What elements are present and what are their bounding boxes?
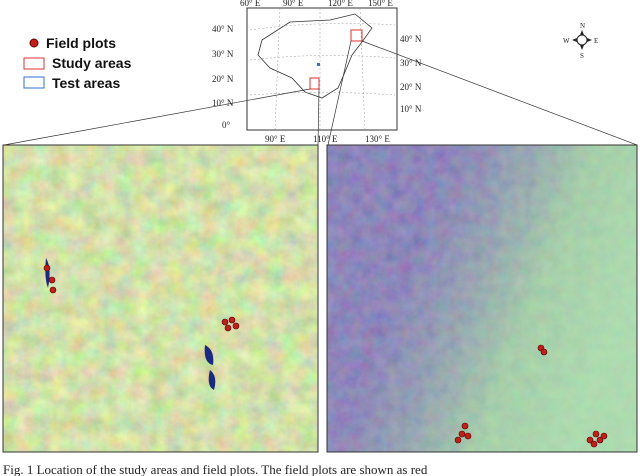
inset-map: 60° E 90° E 120° E 150° E 40° N 30° N 20… [212, 0, 422, 144]
legend-label: Test areas [52, 75, 120, 91]
map-tick: 0° [222, 120, 231, 130]
map-tick: 60° E [240, 0, 261, 8]
legend: Field plots Study areas Test areas [23, 35, 132, 91]
map-tick: 20° N [212, 74, 234, 84]
map-tick: 20° N [400, 82, 422, 92]
field-plots [43, 264, 240, 332]
connector [3, 88, 311, 146]
map-tick: 30° N [400, 58, 422, 68]
map-tick: 90° E [265, 134, 286, 144]
map-tick: 10° N [400, 104, 422, 114]
test-area-box [317, 63, 320, 66]
map-tick: 90° E [283, 0, 304, 8]
satellite-image-right [326, 144, 638, 453]
satellite-image-left [2, 144, 319, 453]
legend-box [23, 76, 45, 89]
legend-label: Study areas [52, 55, 132, 71]
image-tint [327, 145, 637, 452]
graticule [249, 7, 396, 131]
connector [361, 40, 638, 146]
country-outline [257, 13, 373, 99]
connector [327, 40, 352, 146]
compass-center [576, 34, 588, 46]
map-tick: 110° E [313, 134, 338, 144]
map-tick: 150° E [368, 0, 393, 8]
compass-label: S [580, 52, 584, 60]
compass-label: E [594, 37, 598, 45]
compass-label: N [580, 22, 585, 30]
connector [317, 88, 320, 146]
compass: N S E W [563, 22, 598, 60]
map-tick: 120° E [328, 0, 353, 8]
map-tick: 10° N [212, 98, 234, 108]
field-plots [454, 344, 608, 448]
map-tick: 40° N [212, 24, 234, 34]
legend-box [23, 57, 45, 70]
image-texture [3, 145, 318, 452]
study-area-box [350, 29, 363, 42]
legend-dot [29, 38, 39, 48]
map-tick: 40° N [400, 34, 422, 44]
image-frame [2, 144, 319, 453]
caption: Fig. 1 Location of the study areas and f… [3, 462, 428, 476]
study-area-box [309, 77, 320, 90]
map-tick: 30° N [212, 49, 234, 59]
compass-label: W [563, 37, 570, 45]
map-frame [246, 7, 398, 131]
legend-label: Field plots [46, 35, 116, 51]
map-tick: 130° E [365, 134, 390, 144]
image-frame [326, 144, 638, 453]
